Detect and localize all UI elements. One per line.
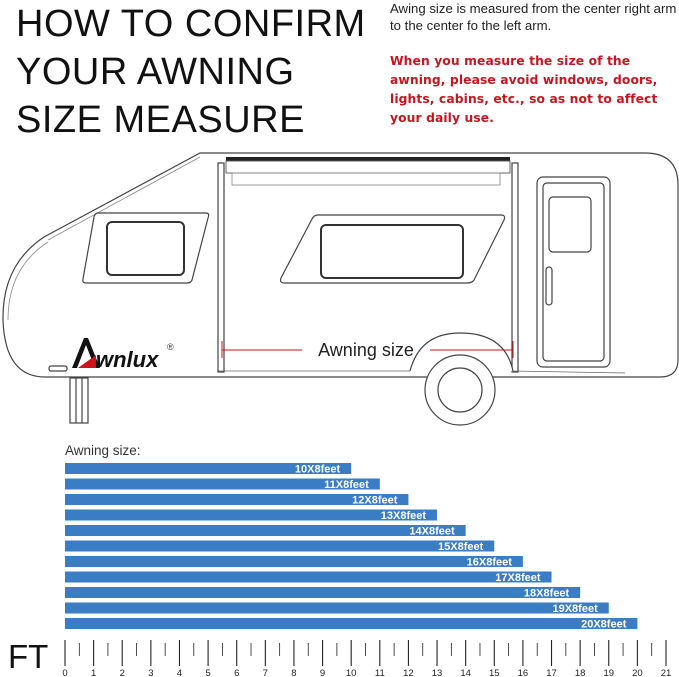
bar <box>65 494 409 505</box>
page-title: HOW TO CONFIRM YOUR AWNING SIZE MEASURE <box>16 0 366 144</box>
bar <box>65 478 380 490</box>
tick-label: 15 <box>489 668 500 677</box>
bar-label: 16X8feet <box>467 557 513 569</box>
tick-label: 1 <box>91 668 96 677</box>
tick-label: 12 <box>403 668 414 677</box>
bar-label: 11X8feet <box>324 479 369 491</box>
bar-label: 14X8feet <box>409 526 455 538</box>
awning-fabric <box>231 172 501 186</box>
tick-label: 8 <box>291 668 296 677</box>
bar <box>65 556 523 567</box>
tick-label: 4 <box>177 668 182 677</box>
chart-title: Awning size: <box>65 443 141 458</box>
wheel <box>424 354 496 426</box>
bar-label: 19X8feet <box>552 603 598 615</box>
tick-label: 20 <box>632 668 643 677</box>
tick-label: 3 <box>148 668 153 677</box>
bar-label: 17X8feet <box>495 572 541 584</box>
bar <box>65 618 638 629</box>
right-arm <box>511 162 519 373</box>
bar <box>65 463 352 474</box>
door-handle <box>545 266 553 306</box>
logo-text: wnlux <box>96 347 159 372</box>
tick-label: 17 <box>546 668 557 677</box>
awnlux-logo: wnlux ® <box>72 338 174 372</box>
bar-label: 15X8feet <box>438 541 484 553</box>
entry-door-frame <box>536 176 611 368</box>
front-window <box>106 221 185 276</box>
tick-label: 0 <box>62 668 67 677</box>
bar <box>65 602 609 614</box>
bar-label: 12X8feet <box>352 495 398 507</box>
tick-label: 6 <box>234 668 239 677</box>
bar <box>65 540 495 552</box>
bar <box>65 525 466 536</box>
bar <box>65 571 552 583</box>
title-line-1: HOW TO CONFIRM <box>16 3 366 45</box>
bars: 10X8feet 11X8feet 12X8feet 13X8feet 14X8feet… <box>65 463 638 631</box>
bar-label: 18X8feet <box>524 588 570 600</box>
tick-label: 7 <box>263 668 268 677</box>
wheel-hub <box>437 367 483 413</box>
measure-note: Awing size is measured from the center r… <box>390 1 677 33</box>
awning-cassette <box>226 157 510 161</box>
logo-registered-mark: ® <box>167 342 174 352</box>
tick-label: 21 <box>661 668 672 677</box>
tick-label: 10 <box>346 668 357 677</box>
awning-dimension <box>221 341 514 358</box>
tick-label: 11 <box>375 668 385 677</box>
ruler-axis: 0 1 2 3 4 5 6 7 8 9 10 11 12 13 14 15 16 17 18 19 20 21 <box>62 640 671 677</box>
tick-label: 13 <box>432 668 443 677</box>
side-window <box>320 224 464 279</box>
title-line-2: YOUR AWNING <box>16 51 295 93</box>
camper-illustration <box>2 152 679 426</box>
tick-label: 16 <box>518 668 529 677</box>
tick-label: 2 <box>120 668 125 677</box>
unit-label: FT <box>8 638 48 675</box>
door-window <box>548 196 592 253</box>
tick-label: 14 <box>460 668 471 677</box>
bar-label: 20X8feet <box>581 619 627 631</box>
side-window-panel <box>279 214 506 284</box>
left-arm <box>217 162 225 373</box>
tick-label: 9 <box>320 668 325 677</box>
tick-label: 5 <box>205 668 210 677</box>
tick-label: 18 <box>575 668 586 677</box>
bar <box>65 587 581 598</box>
entry-door <box>542 182 605 362</box>
bar-label: 13X8feet <box>381 510 427 522</box>
camper-body-outline <box>2 152 679 378</box>
bar-label: 10X8feet <box>295 464 341 476</box>
tick-label: 19 <box>603 668 614 677</box>
front-window-panel <box>82 212 210 284</box>
title-line-3: SIZE MEASURE <box>16 99 305 141</box>
bar <box>65 509 438 521</box>
stabilizer-leg <box>69 377 89 424</box>
side-light <box>48 365 68 372</box>
wheel-arch <box>409 332 514 372</box>
awning-size-label: Awning size <box>318 340 414 360</box>
warning-note: When you measure the size of the awning,… <box>390 54 658 125</box>
